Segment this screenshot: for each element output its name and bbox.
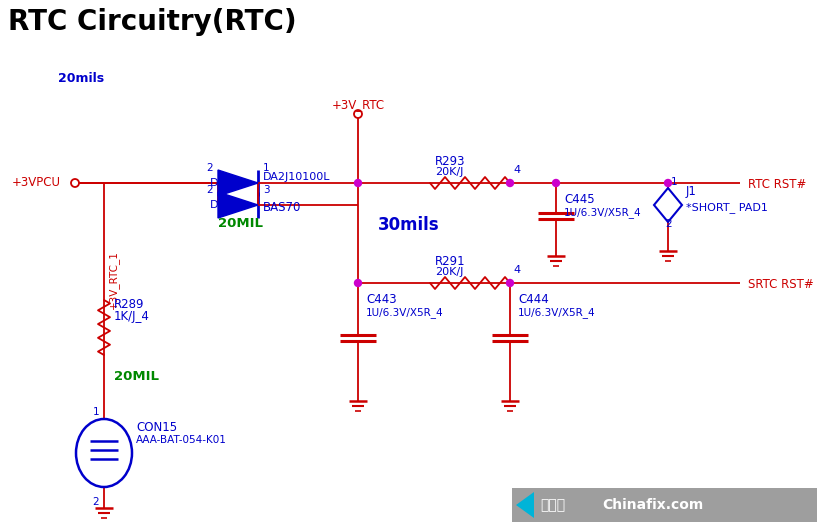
Text: SRTC RST#: SRTC RST# [748,278,814,291]
Circle shape [355,180,361,186]
Text: 20MIL: 20MIL [114,370,159,383]
Text: 2: 2 [665,219,672,229]
Text: 2: 2 [207,163,213,173]
Polygon shape [516,492,534,518]
Text: 1: 1 [263,163,270,173]
Text: BAS70: BAS70 [263,201,301,214]
Circle shape [664,180,672,186]
Text: C443: C443 [366,293,397,306]
Text: 20K/J: 20K/J [435,267,463,277]
Text: +3VPCU: +3VPCU [12,176,61,190]
Text: 2: 2 [207,185,213,195]
Circle shape [506,279,514,287]
Text: CON15: CON15 [136,421,177,434]
Text: 2: 2 [92,497,99,507]
Text: 4: 4 [513,265,520,275]
Text: R291: R291 [435,255,466,268]
Text: RTC Circuitry(RTC): RTC Circuitry(RTC) [8,8,296,36]
Text: J1: J1 [686,185,697,198]
Circle shape [355,279,361,287]
Text: 迅维网: 迅维网 [540,498,565,512]
Text: D17: D17 [210,178,233,188]
Text: +3V_RTC_1: +3V_RTC_1 [108,250,119,309]
Text: 3: 3 [263,185,270,195]
Text: 4: 4 [513,165,520,175]
FancyBboxPatch shape [512,488,817,522]
Text: 1U/6.3V/X5R_4: 1U/6.3V/X5R_4 [366,307,444,318]
Text: Chinafix.com: Chinafix.com [602,498,703,512]
Circle shape [506,180,514,186]
Polygon shape [218,170,258,196]
Polygon shape [218,192,258,218]
Text: 1K/J_4: 1K/J_4 [114,310,150,323]
Text: RTC RST#: RTC RST# [748,178,807,192]
Text: C444: C444 [518,293,549,306]
Text: C445: C445 [564,193,595,206]
Text: 20MIL: 20MIL [218,217,263,230]
Circle shape [552,180,560,186]
Text: 20K/J: 20K/J [435,167,463,177]
Polygon shape [654,188,682,222]
Text: 1: 1 [92,407,99,417]
Text: R289: R289 [114,298,145,311]
Text: 1U/6.3V/X5R_4: 1U/6.3V/X5R_4 [564,207,642,218]
Text: *SHORT_ PAD1: *SHORT_ PAD1 [686,202,768,213]
Text: 30mils: 30mils [378,216,439,234]
Text: +3V_RTC: +3V_RTC [332,98,384,111]
Text: D16: D16 [210,200,233,210]
Text: AAA-BAT-054-K01: AAA-BAT-054-K01 [136,435,227,445]
Text: R293: R293 [435,155,466,168]
Text: 1U/6.3V/X5R_4: 1U/6.3V/X5R_4 [518,307,596,318]
Text: DA2J10100L: DA2J10100L [263,172,331,182]
Text: 20mils: 20mils [58,72,105,85]
Text: 1: 1 [671,177,677,187]
